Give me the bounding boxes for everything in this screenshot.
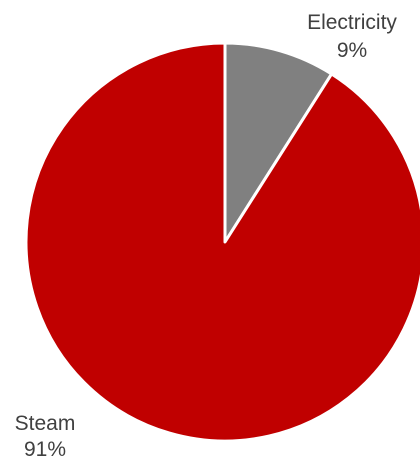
slice-label-steam-value: 91% <box>24 438 66 461</box>
slice-label-electricity: Electricity 9% <box>307 11 397 62</box>
slice-label-electricity-value: 9% <box>337 39 367 62</box>
pie-slices <box>24 41 420 443</box>
pie-slice-electricity <box>223 41 334 244</box>
slice-label-steam-name: Steam <box>15 412 76 435</box>
slice-label-electricity-name: Electricity <box>307 11 397 34</box>
pie-slice-steam <box>24 41 420 443</box>
slice-label-steam: Steam 91% <box>15 412 76 461</box>
